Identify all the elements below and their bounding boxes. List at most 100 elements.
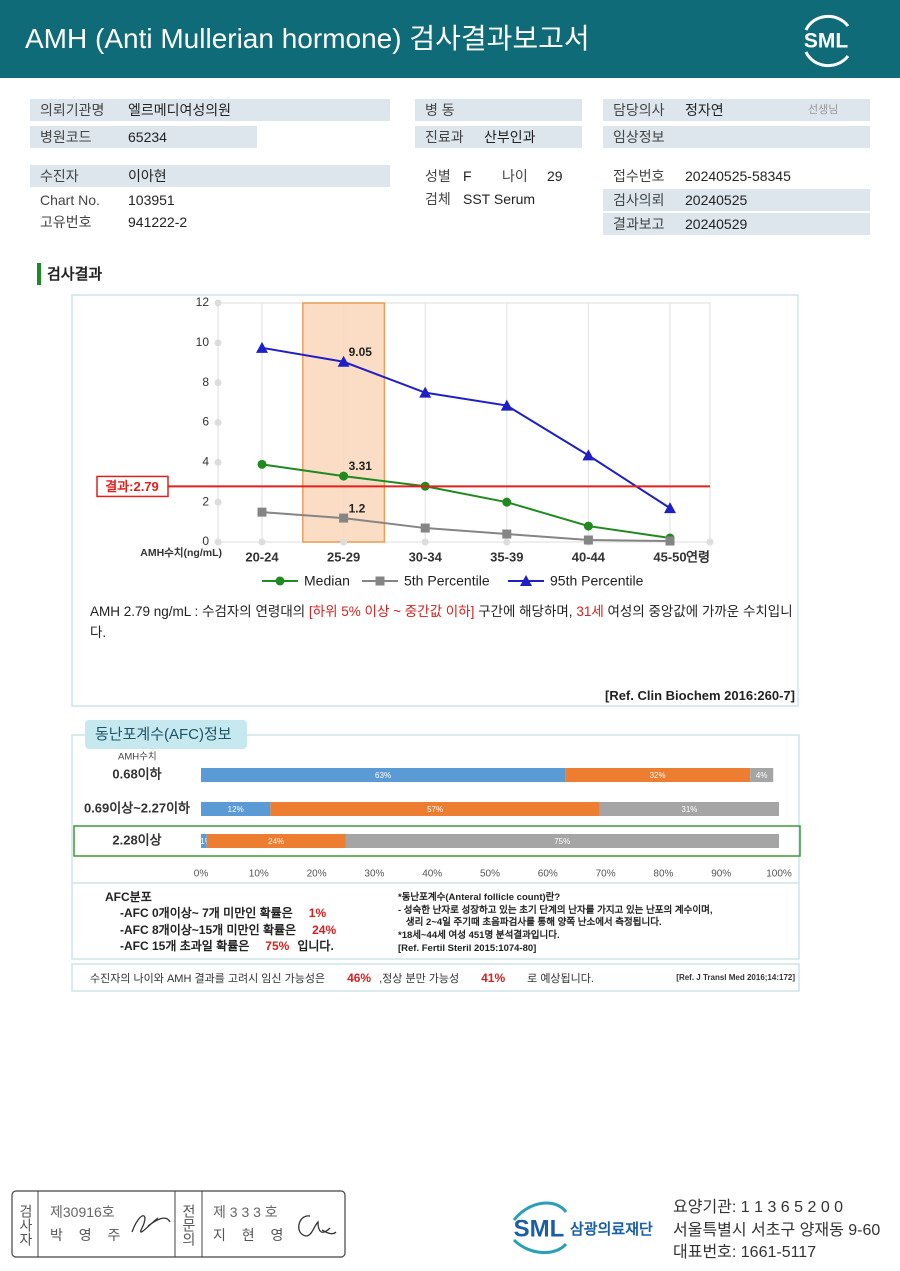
afc-segment-label: 32%	[650, 771, 666, 780]
afc-segment-label: 75%	[554, 837, 570, 846]
afc-tab	[85, 720, 247, 749]
afc-x-tick-label: 0%	[194, 869, 209, 880]
logo-arc	[804, 14, 850, 31]
afc-dist-value: 24%	[312, 922, 337, 937]
field-box	[603, 126, 870, 148]
afc-x-tick-label: 50%	[480, 869, 500, 880]
y-tick-label: 12	[196, 295, 210, 309]
section-bar	[37, 263, 41, 285]
prognosis-part: 로 예상됩니다.	[527, 973, 594, 985]
x-tick-label: 35-39	[490, 549, 523, 564]
marker	[420, 523, 430, 533]
field-label: 접수번호	[613, 168, 665, 184]
logo-arc	[804, 51, 850, 68]
x-tick-label: 40-44	[572, 549, 606, 564]
marker	[339, 513, 349, 523]
comment-part: [하위 5% 이상 ~ 중간값 이하]	[308, 604, 475, 619]
signature-scribble	[298, 1215, 337, 1237]
field-value: F	[463, 168, 472, 184]
signature-box	[11, 1190, 346, 1258]
afc-dist-value: 75%	[265, 939, 290, 953]
x-tick-label: 20-24	[245, 549, 279, 564]
data-label: 1.2	[349, 501, 366, 515]
field-value: 103951	[128, 192, 175, 208]
chart-panel	[71, 294, 799, 707]
series-line	[261, 346, 671, 509]
signature-role: 검사자	[18, 1204, 34, 1246]
y-tick-label: 2	[202, 494, 209, 508]
marker	[502, 497, 512, 507]
legend-label: 95th Percentile	[550, 573, 644, 589]
result-comment: AMH 2.79 ng/mL : 수검자의 연령대의 [하위 5% 이상 ~ 중…	[90, 601, 795, 643]
y-tick-label: 6	[202, 415, 209, 429]
field-value: SST Serum	[463, 191, 536, 207]
field-label: 진료과	[425, 129, 464, 145]
field-label: 병원코드	[40, 129, 92, 145]
field-box	[415, 126, 582, 148]
afc-segment	[565, 768, 751, 782]
logo-text: SML	[804, 30, 849, 53]
y-tick-dot	[214, 299, 222, 307]
afc-row-label: 0.69이상~2.27이하	[84, 800, 190, 815]
y-axis-label: AMH수치(ng/mL)	[140, 546, 222, 559]
marker	[502, 529, 512, 539]
afc-segment	[201, 802, 271, 816]
afc-dist-text: -AFC 15개 초과일 확률은	[120, 939, 250, 953]
field-label: 고유번호	[40, 214, 92, 230]
marker	[256, 341, 268, 353]
signature-number: 제30916호	[50, 1204, 115, 1220]
logo-swoosh	[512, 1238, 568, 1255]
field-value: 20240525	[685, 192, 748, 208]
afc-x-tick-label: 100%	[766, 869, 792, 880]
field-value: 29	[547, 168, 563, 184]
afc-x-tick-label: 60%	[538, 869, 558, 880]
afc-segment	[201, 768, 566, 782]
signature-scribble	[131, 1215, 171, 1233]
afc-axis-label: AMH수치	[118, 751, 157, 763]
series-line	[261, 511, 671, 543]
y-tick-label: 4	[202, 455, 209, 469]
footer-contact: 서울특별시 서초구 양재동 9-60	[673, 1221, 881, 1239]
afc-x-tick-label: 30%	[364, 869, 384, 880]
field-value: 엘르메디여성의원	[128, 102, 232, 118]
afc-dist-title: AFC분포	[105, 890, 152, 904]
field-label: 담당의사	[613, 102, 665, 118]
afc-note: *동난포계수(Anteral follicle count)란?	[398, 892, 561, 903]
field-value: 65234	[128, 129, 167, 145]
field-label: 병 동	[425, 102, 455, 118]
afc-x-tick-label: 10%	[249, 869, 269, 880]
afc-dist-suffix: 입니다.	[297, 939, 334, 953]
marker	[257, 507, 267, 517]
field-suffix: 선생님	[808, 104, 839, 116]
field-label: 수진자	[40, 168, 79, 184]
data-label: 3.31	[349, 459, 373, 473]
marker	[583, 535, 593, 545]
field-label: 나이	[502, 168, 528, 184]
x-axis-dot	[258, 538, 266, 546]
prognosis-reference: [Ref. J Transl Med 2016;14:172]	[676, 973, 795, 982]
y-tick-dot	[214, 339, 222, 347]
y-tick-dot	[214, 419, 222, 426]
afc-row-label: 2.28이상	[112, 832, 161, 847]
y-tick-label: 8	[202, 375, 209, 389]
field-label: 검체	[425, 191, 451, 207]
marker	[582, 449, 595, 461]
afc-x-tick-label: 20%	[307, 869, 327, 880]
afc-x-tick-label: 80%	[653, 869, 673, 880]
field-value: 이아현	[128, 168, 167, 184]
x-tick-label: 45-50	[653, 549, 686, 564]
signature-number: 제 3 3 3 호	[213, 1204, 278, 1220]
afc-segment-label: 4%	[756, 771, 768, 780]
field-label: Chart No.	[40, 192, 100, 208]
footer-org: 삼광의료재단	[570, 1220, 653, 1238]
marker	[275, 576, 285, 586]
field-value: 941222-2	[128, 214, 188, 230]
afc-dist-text: -AFC 8개이상~15개 미만인 확률은	[120, 922, 297, 937]
afc-note: - 성숙한 난자로 성장하고 있는 초기 단계의 난자를 가지고 있는 난포의 …	[398, 904, 713, 916]
afc-dist-line: -AFC 15개 초과일 확률은 75% 입니다.	[120, 937, 334, 955]
signature-name: 지 현 영	[213, 1227, 290, 1243]
x-axis-dot	[421, 538, 429, 546]
afc-segment	[599, 802, 779, 816]
marker	[665, 536, 675, 546]
